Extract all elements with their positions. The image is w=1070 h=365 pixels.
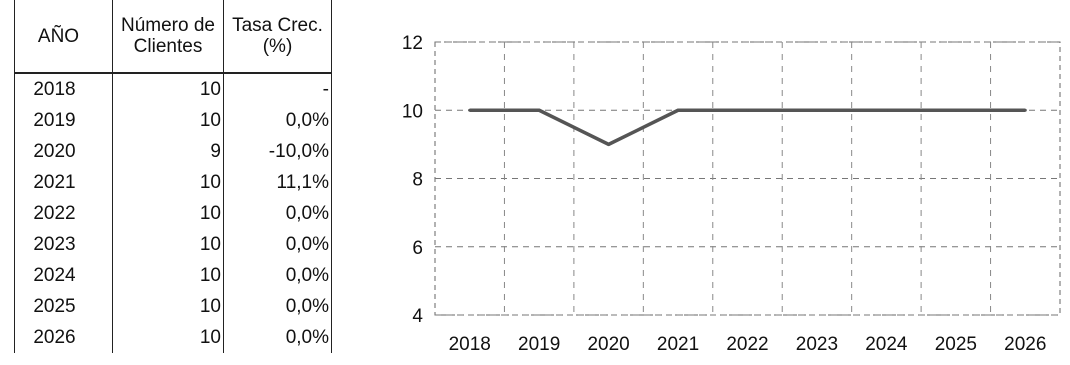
cell-year: 2026 — [14, 322, 113, 353]
cell-growth: 11,1% — [223, 167, 332, 198]
cell-year: 2020 — [14, 136, 113, 167]
data-point — [815, 108, 819, 112]
cell-clients: 9 — [112, 136, 224, 167]
data-point — [537, 108, 541, 112]
table-row: 2021 10 11,1% — [14, 167, 332, 198]
cell-clients: 10 — [112, 198, 224, 229]
data-point — [884, 108, 888, 112]
table-row: 2022 10 0,0% — [14, 198, 332, 229]
x-tick-label: 2018 — [449, 334, 491, 355]
cell-growth: 0,0% — [223, 105, 332, 136]
data-table: AÑO Número de Clientes Tasa Crec. (%) 20… — [14, 0, 332, 353]
cell-clients: 10 — [112, 167, 224, 198]
header-growth-line1: Tasa Crec. — [232, 15, 323, 36]
header-clients: Número de Clientes — [112, 0, 224, 74]
cell-growth: -10,0% — [223, 136, 332, 167]
cell-growth: 0,0% — [223, 322, 332, 353]
cell-year: 2021 — [14, 167, 113, 198]
data-point — [954, 108, 958, 112]
cell-clients: 10 — [112, 229, 224, 260]
y-tick-label: 8 — [412, 170, 423, 191]
cell-year: 2022 — [14, 198, 113, 229]
table-row: 2023 10 0,0% — [14, 229, 332, 260]
cell-clients: 10 — [112, 73, 224, 105]
y-tick-label: 10 — [402, 101, 423, 122]
data-point — [676, 108, 680, 112]
cell-growth: 0,0% — [223, 291, 332, 322]
table-row: 2025 10 0,0% — [14, 291, 332, 322]
x-tick-label: 2021 — [657, 334, 699, 355]
header-clients-line2: Clientes — [133, 36, 203, 57]
table-row: 2019 10 0,0% — [14, 105, 332, 136]
x-tick-label: 2023 — [796, 334, 838, 355]
data-point — [607, 142, 611, 146]
y-tick-label: 12 — [402, 33, 423, 54]
y-tick-label: 6 — [412, 238, 423, 259]
data-point — [1023, 108, 1027, 112]
header-clients-line1: Número de — [121, 15, 215, 36]
table-row: 2020 9 -10,0% — [14, 136, 332, 167]
cell-year: 2024 — [14, 260, 113, 291]
y-tick-label: 4 — [412, 306, 423, 327]
table-row: 2024 10 0,0% — [14, 260, 332, 291]
header-year-label: AÑO — [37, 25, 80, 47]
header-growth-line2: (%) — [262, 36, 293, 57]
header-growth: Tasa Crec. (%) — [223, 0, 332, 74]
table-row: 2026 10 0,0% — [14, 322, 332, 353]
cell-growth: 0,0% — [223, 260, 332, 291]
table-header-row: AÑO Número de Clientes Tasa Crec. (%) — [14, 0, 332, 74]
cell-growth: - — [223, 73, 332, 105]
cell-clients: 10 — [112, 322, 224, 353]
table-row: 2018 10 - — [14, 73, 332, 105]
x-tick-label: 2026 — [1004, 334, 1046, 355]
cell-clients: 10 — [112, 260, 224, 291]
data-point — [468, 108, 472, 112]
x-tick-label: 2025 — [935, 334, 977, 355]
cell-year: 2023 — [14, 229, 113, 260]
cell-year: 2025 — [14, 291, 113, 322]
x-tick-label: 2022 — [726, 334, 768, 355]
x-tick-label: 2019 — [518, 334, 560, 355]
cell-clients: 10 — [112, 291, 224, 322]
x-tick-label: 2024 — [865, 334, 908, 355]
cell-year: 2018 — [14, 73, 113, 105]
cell-clients: 10 — [112, 105, 224, 136]
cell-growth: 0,0% — [223, 198, 332, 229]
series-line — [469, 108, 1026, 147]
cell-growth: 0,0% — [223, 229, 332, 260]
clients-line-chart: 4 6 8 10 12 2018 2019 2020 2021 2022 2023 2024 2025 2… — [402, 33, 1061, 355]
cell-year: 2019 — [14, 105, 113, 136]
data-point — [746, 108, 749, 112]
x-tick-label: 2020 — [587, 334, 629, 355]
header-year: AÑO — [14, 0, 113, 74]
